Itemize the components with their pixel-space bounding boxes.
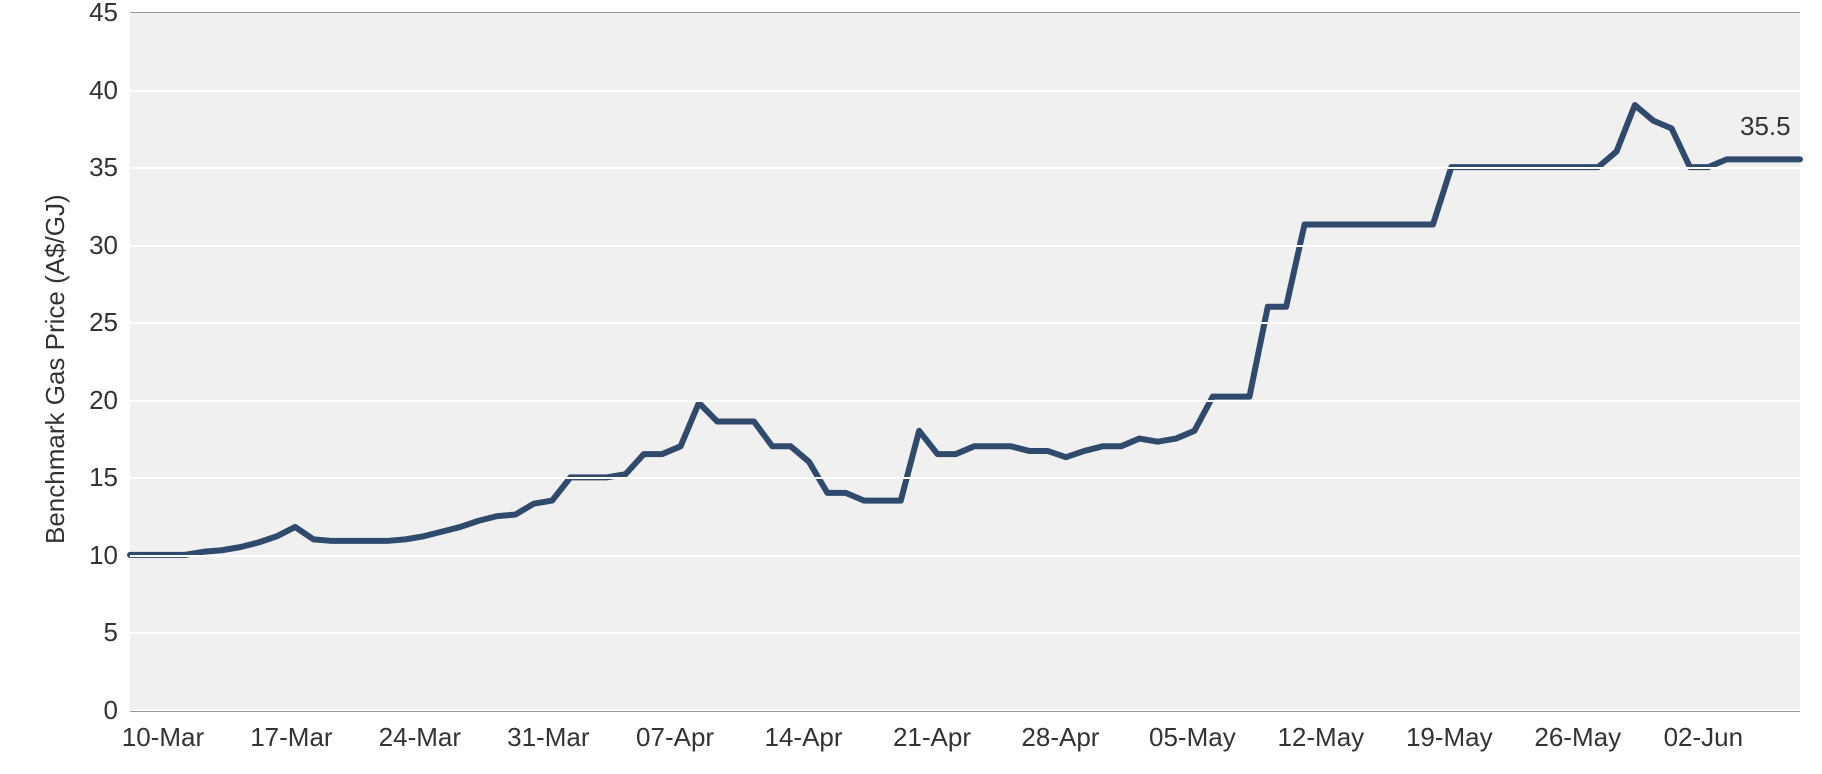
gridline (130, 555, 1800, 557)
x-tick-label: 28-Apr (1021, 722, 1099, 753)
x-tick-label: 12-May (1277, 722, 1364, 753)
x-tick-label: 05-May (1149, 722, 1236, 753)
x-tick-label: 26-May (1534, 722, 1621, 753)
gridline (130, 245, 1800, 247)
y-tick-label: 5 (104, 617, 118, 648)
gridline (130, 90, 1800, 92)
line-series (0, 0, 1822, 774)
x-tick-label: 07-Apr (636, 722, 714, 753)
y-tick-label: 45 (89, 0, 118, 28)
y-tick-label: 35 (89, 152, 118, 183)
y-tick-label: 20 (89, 385, 118, 416)
end-data-label: 35.5 (1740, 111, 1791, 142)
x-tick-label: 02-Jun (1664, 722, 1744, 753)
gridline (130, 322, 1800, 324)
x-tick-label: 19-May (1406, 722, 1493, 753)
gridline (130, 477, 1800, 479)
x-tick-label: 17-Mar (250, 722, 332, 753)
price-line (130, 105, 1800, 555)
y-tick-label: 25 (89, 307, 118, 338)
x-tick-label: 10-Mar (122, 722, 204, 753)
y-tick-label: 0 (104, 695, 118, 726)
gridline (130, 632, 1800, 634)
x-tick-label: 21-Apr (893, 722, 971, 753)
y-tick-label: 10 (89, 540, 118, 571)
gas-price-chart: Benchmark Gas Price (A$/GJ) 35.5 0 5 10 15 2… (0, 0, 1822, 774)
gridline (130, 167, 1800, 169)
gridline (130, 400, 1800, 402)
x-tick-label: 14-Apr (764, 722, 842, 753)
x-tick-label: 24-Mar (379, 722, 461, 753)
x-tick-label: 31-Mar (507, 722, 589, 753)
y-axis-title: Benchmark Gas Price (A$/GJ) (40, 194, 71, 544)
y-tick-label: 30 (89, 230, 118, 261)
y-tick-label: 15 (89, 462, 118, 493)
y-tick-label: 40 (89, 75, 118, 106)
